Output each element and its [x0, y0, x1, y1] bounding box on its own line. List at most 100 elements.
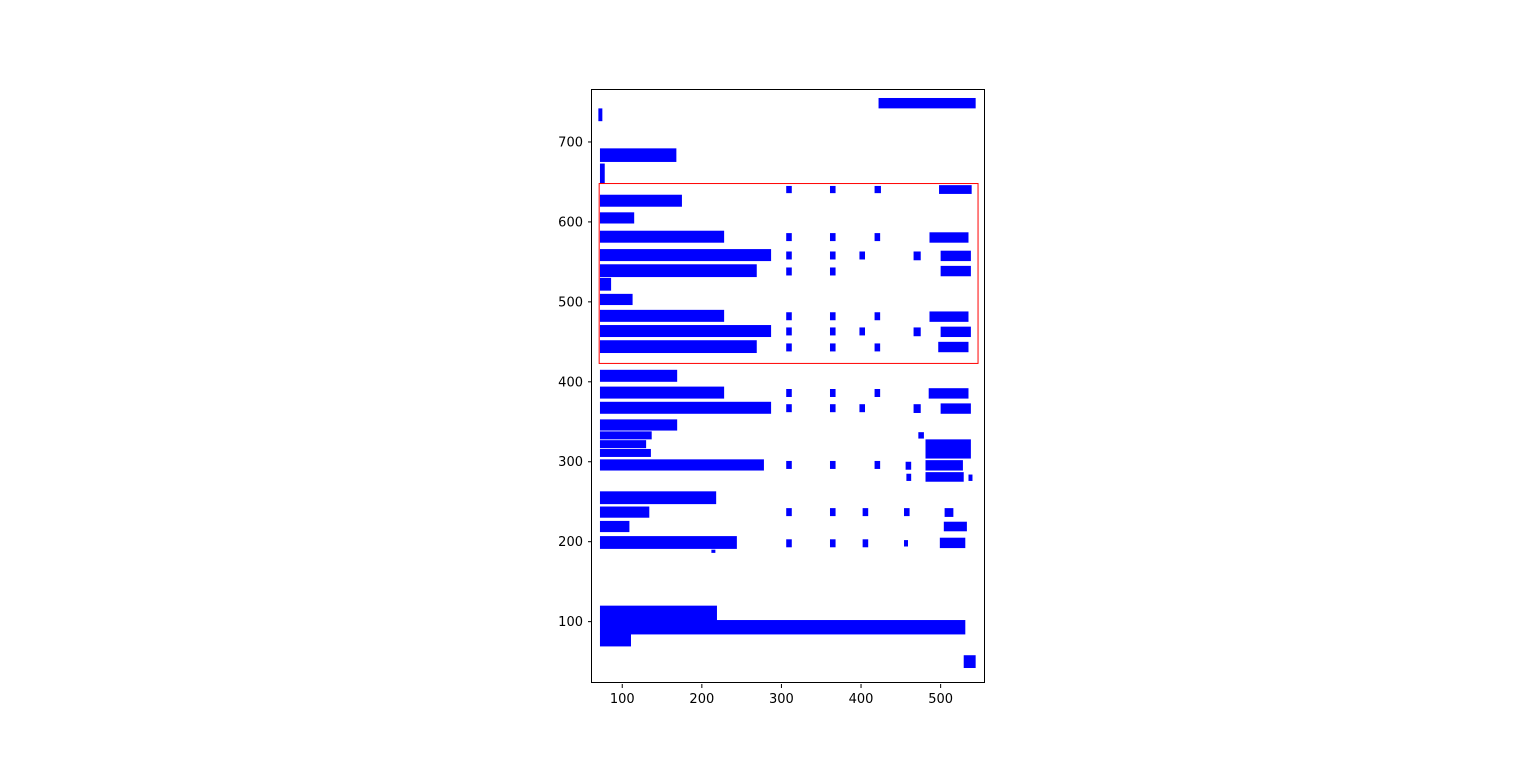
blue-rect: [943, 521, 967, 532]
blue-rect: [599, 325, 772, 338]
plot-area: 100 200 300 400 500 100 200 300 400 500 600 700: [558, 89, 985, 707]
blue-rect: [940, 326, 971, 338]
blue-rect: [786, 460, 792, 469]
blue-rect: [938, 341, 969, 353]
blue-rect: [599, 340, 757, 354]
blue-rect: [599, 459, 764, 471]
y-tick-label: 200: [558, 535, 583, 550]
blue-rect: [929, 232, 969, 243]
blue-rect: [599, 249, 772, 262]
blue-rect: [599, 401, 772, 414]
blue-rect: [874, 233, 881, 242]
blue-rect: [598, 108, 603, 122]
blue-rect: [786, 389, 792, 397]
blue-rect: [913, 404, 921, 413]
blue-rect: [859, 251, 866, 260]
blue-rect: [829, 343, 836, 352]
blue-rect: [599, 633, 631, 647]
blue-rect: [874, 185, 881, 194]
blue-rect: [918, 432, 924, 439]
blue-rect: [599, 536, 737, 549]
blue-rect: [874, 343, 881, 352]
y-tick-label: 400: [558, 375, 583, 390]
blue-rect: [940, 265, 971, 277]
blue-rect: [929, 311, 969, 322]
blue-rect: [925, 460, 963, 471]
blue-rect: [786, 233, 792, 242]
blue-rect: [859, 327, 866, 336]
blue-rect: [939, 537, 966, 549]
blue-rect: [925, 472, 964, 482]
blue-rect: [940, 403, 971, 414]
blue-rect: [599, 620, 966, 635]
blue-rect: [928, 388, 969, 399]
blue-rect: [829, 460, 836, 469]
blue-rect: [862, 508, 869, 517]
blue-rect: [878, 97, 976, 109]
blue-rect: [786, 539, 792, 548]
blue-rect: [905, 461, 912, 470]
blue-rect: [786, 327, 792, 336]
blue-rect: [859, 404, 866, 413]
blue-rect: [874, 389, 881, 397]
blue-rect: [904, 540, 908, 547]
y-tick-label: 600: [558, 215, 583, 230]
blue-rect: [944, 508, 954, 517]
blue-rect: [786, 267, 792, 276]
blue-rect: [786, 251, 792, 260]
annotation-box: [598, 183, 979, 364]
blue-rect: [599, 440, 647, 449]
blue-rect: [829, 185, 836, 194]
blue-rect: [829, 233, 836, 242]
x-tick-label: 300: [769, 692, 794, 707]
blue-rect: [829, 389, 836, 397]
x-tick-label: 200: [689, 692, 714, 707]
blue-rect: [599, 506, 650, 518]
blue-rect: [925, 439, 971, 459]
y-tick-label: 300: [558, 455, 583, 470]
blue-rect: [711, 549, 716, 553]
x-tick-label: 100: [610, 692, 635, 707]
y-tick-label: 100: [558, 615, 583, 630]
chart-svg: 100 200 300 400 500 100 200 300 400 500 600 700: [558, 97, 979, 707]
blue-rect: [599, 148, 677, 162]
blue-rect: [968, 474, 973, 481]
blue-rect: [829, 508, 836, 517]
x-tick-label: 500: [928, 692, 953, 707]
blue-rect: [829, 539, 836, 548]
blue-rect: [599, 419, 678, 431]
y-tick-label: 500: [558, 295, 583, 310]
blue-rect: [599, 309, 725, 322]
blue-rect: [939, 185, 972, 194]
blue-rect: [786, 185, 792, 194]
blue-rect: [599, 293, 633, 306]
blue-rect: [913, 251, 921, 261]
blue-rect: [829, 251, 836, 260]
blue-rect: [862, 539, 869, 548]
blue-rect: [913, 327, 921, 337]
blue-rect: [829, 267, 836, 276]
blue-rect: [963, 655, 976, 669]
blue-rect: [786, 404, 792, 413]
blue-rect: [599, 491, 717, 505]
blue-rect: [599, 230, 725, 243]
blue-rect: [599, 369, 678, 382]
blue-rect: [904, 508, 910, 517]
blue-rect: [599, 431, 652, 440]
blue-rect: [829, 312, 836, 321]
blue-rect: [906, 473, 912, 481]
blue-rect: [599, 605, 717, 621]
blue-rect: [599, 212, 635, 224]
blue-rect: [874, 312, 881, 321]
y-tick-label: 700: [558, 135, 583, 150]
blue-rect: [599, 277, 612, 291]
blue-rect: [829, 327, 836, 336]
blue-rect: [599, 163, 605, 184]
blue-rect: [599, 264, 757, 278]
blue-rect: [940, 250, 971, 262]
blue-rect: [829, 404, 836, 413]
blue-rect: [874, 460, 881, 469]
blue-rect: [599, 448, 651, 457]
blue-rect: [786, 312, 792, 321]
